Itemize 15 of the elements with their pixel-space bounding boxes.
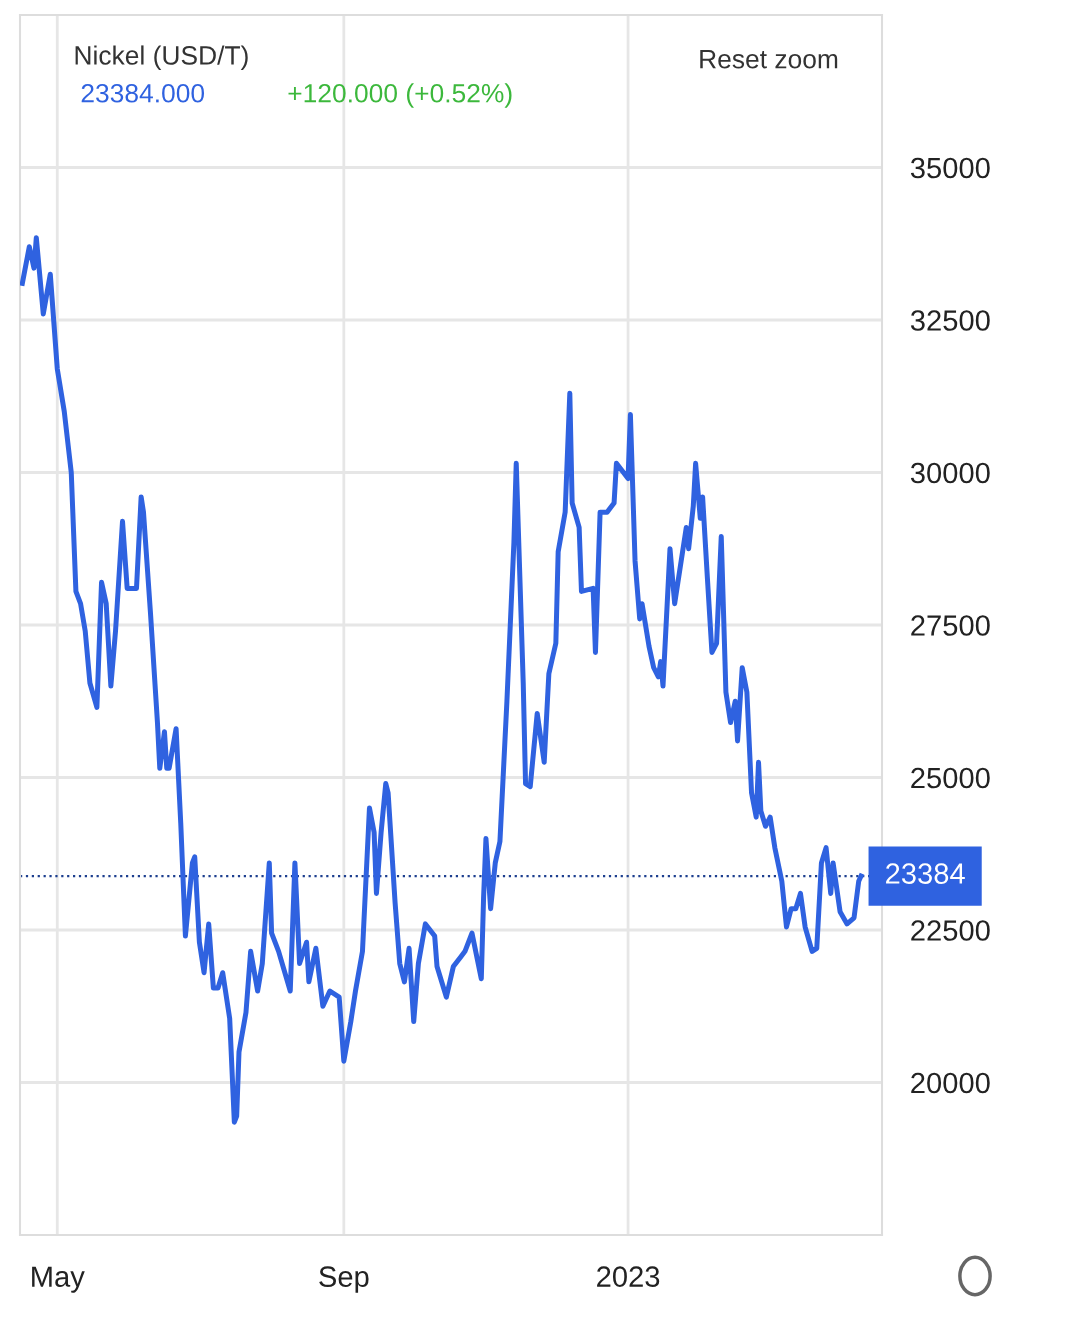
y-tick-label: 25000	[911, 767, 990, 789]
annotation: +120.000 (+0.52%)	[288, 83, 512, 108]
annotation: Reset zoom	[700, 50, 838, 69]
y-tick-label: 30000	[910, 462, 990, 484]
y-tick-label: 35000	[910, 157, 990, 179]
x-tick-label: Sep	[319, 1266, 369, 1293]
ref-line-label: 23384	[886, 863, 965, 884]
y-tick-label: 32500	[910, 310, 990, 331]
x-tick-label: 2023	[597, 1266, 660, 1287]
x-tick-label: May	[32, 1266, 85, 1293]
annotation: 23384.000	[81, 83, 205, 103]
y-tick-label: 20000	[911, 1072, 990, 1094]
text: Nickel (USD/T)	[75, 45, 248, 70]
y-tick-label: 22500	[911, 920, 990, 941]
y-tick-label: 27500	[911, 615, 990, 636]
